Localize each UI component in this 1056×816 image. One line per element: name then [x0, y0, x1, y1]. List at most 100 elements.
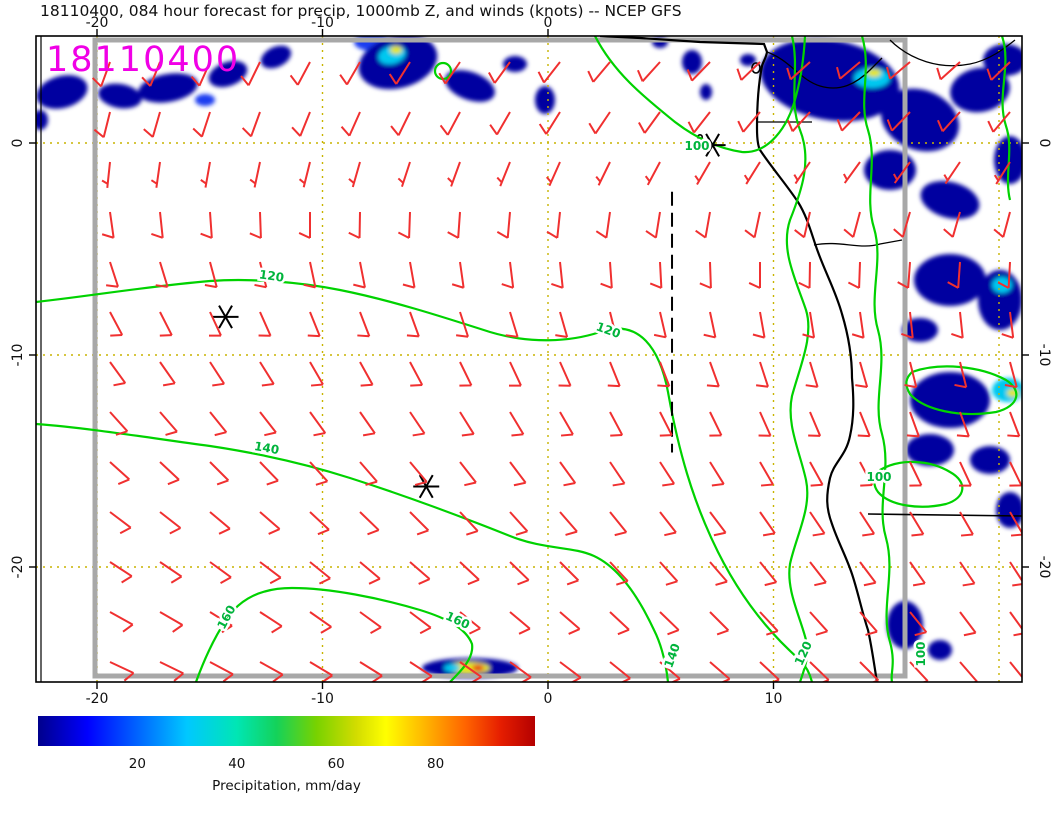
wind-barb — [298, 212, 311, 239]
wind-barb — [752, 311, 766, 339]
wind-barb — [348, 161, 361, 188]
wind-barb — [859, 661, 880, 682]
wind-barb — [756, 361, 769, 388]
wind-barb — [159, 611, 184, 633]
wind-barb — [859, 611, 878, 636]
wind-barb — [241, 111, 261, 138]
wind-barb — [709, 411, 723, 437]
coastline — [599, 36, 879, 682]
axis-tick-label: -20 — [1036, 556, 1052, 579]
wind-barb — [609, 461, 626, 487]
precip-blob — [390, 46, 402, 54]
precip-blob — [928, 640, 952, 660]
wind-barb — [209, 511, 231, 535]
wind-barb — [259, 411, 277, 437]
wind-barb — [159, 461, 180, 486]
wind-barb — [987, 111, 1011, 133]
height-contour-closed — [873, 460, 964, 508]
wind-barb — [508, 361, 522, 387]
wind-barb — [805, 361, 819, 388]
wind-barb — [209, 411, 228, 437]
wind-barb — [109, 411, 129, 436]
wind-barb — [359, 361, 374, 387]
wind-barb — [258, 311, 272, 337]
precip-blob — [535, 86, 555, 114]
wind-barb — [595, 211, 611, 239]
wind-barb — [909, 461, 923, 487]
wind-barb — [459, 611, 481, 635]
wind-barb — [143, 111, 161, 138]
wind-barb — [109, 311, 124, 337]
wind-barb — [307, 311, 321, 338]
wind-barb — [409, 511, 430, 536]
wind-barb — [809, 611, 829, 636]
wind-barb — [659, 411, 673, 437]
wind-barb — [906, 411, 920, 438]
wind-barb — [943, 161, 961, 185]
wind-barb — [649, 261, 663, 289]
wind-barb — [809, 461, 824, 487]
wind-barb — [842, 161, 861, 184]
wind-barb — [209, 661, 234, 682]
wind-barb — [109, 361, 127, 387]
wind-barb — [359, 611, 382, 634]
wind-barb — [709, 611, 730, 636]
contour-small-loop — [433, 61, 453, 81]
wind-barb — [909, 611, 928, 637]
wind-barb — [703, 311, 717, 339]
wind-barb — [309, 661, 333, 682]
wind-barb — [959, 661, 978, 682]
wind-barb — [759, 661, 780, 682]
wind-barb — [151, 211, 164, 239]
wind-barb — [847, 261, 861, 289]
height-contour-closed — [905, 365, 1018, 416]
wind-barb — [159, 361, 176, 387]
wind-barb — [809, 511, 826, 537]
wind-barb — [409, 411, 426, 437]
wind-barb — [303, 261, 317, 289]
wind-barb — [101, 161, 111, 188]
wind-barb — [159, 511, 182, 535]
country-border — [766, 51, 883, 89]
wind-barb — [439, 111, 461, 136]
wind-barb — [743, 161, 761, 185]
precip-blob — [195, 94, 215, 106]
colorbar-label: Precipitation, mm/day — [212, 778, 361, 794]
wind-barb — [609, 611, 630, 636]
colorbar-section: 20 40 60 80 Precipitation, mm/day — [38, 716, 535, 816]
wind-barb — [909, 511, 925, 537]
wind-barb — [687, 111, 711, 134]
wind-barb — [794, 211, 811, 239]
precip-blob — [950, 67, 1010, 113]
precip-blob — [260, 45, 292, 69]
wind-barb — [551, 261, 564, 289]
wind-barb — [936, 111, 961, 132]
wind-barbs-layer — [91, 61, 1022, 682]
axis-tick-label: -10 — [311, 691, 334, 707]
wind-barb — [857, 411, 871, 438]
wind-barb — [836, 111, 861, 132]
contour-label: 120 — [594, 319, 622, 341]
wind-barb — [659, 561, 679, 586]
precip-colorbar — [38, 716, 535, 746]
wind-barb — [709, 461, 725, 487]
axis-tick-label: -20 — [86, 15, 109, 31]
axis-tick-label: -20 — [10, 556, 26, 579]
wind-barb — [843, 211, 861, 238]
wind-barb — [509, 461, 527, 487]
wind-barb — [786, 61, 811, 81]
wind-barb — [240, 61, 261, 86]
axis-ticks-layer: -20 -10 0-20 -10 0 100 0-10 -10-20 -20 — [10, 15, 1052, 707]
wind-barb — [855, 361, 869, 388]
wind-barb — [636, 61, 661, 82]
wind-barb — [737, 111, 761, 133]
wind-barb — [546, 211, 561, 239]
wind-barb — [893, 211, 911, 238]
wind-barb — [209, 611, 233, 634]
wind-barb — [159, 411, 178, 436]
wind-barb — [159, 661, 184, 682]
wind-barb — [936, 61, 961, 81]
wind-barb — [709, 661, 731, 682]
wind-barb — [309, 511, 330, 536]
